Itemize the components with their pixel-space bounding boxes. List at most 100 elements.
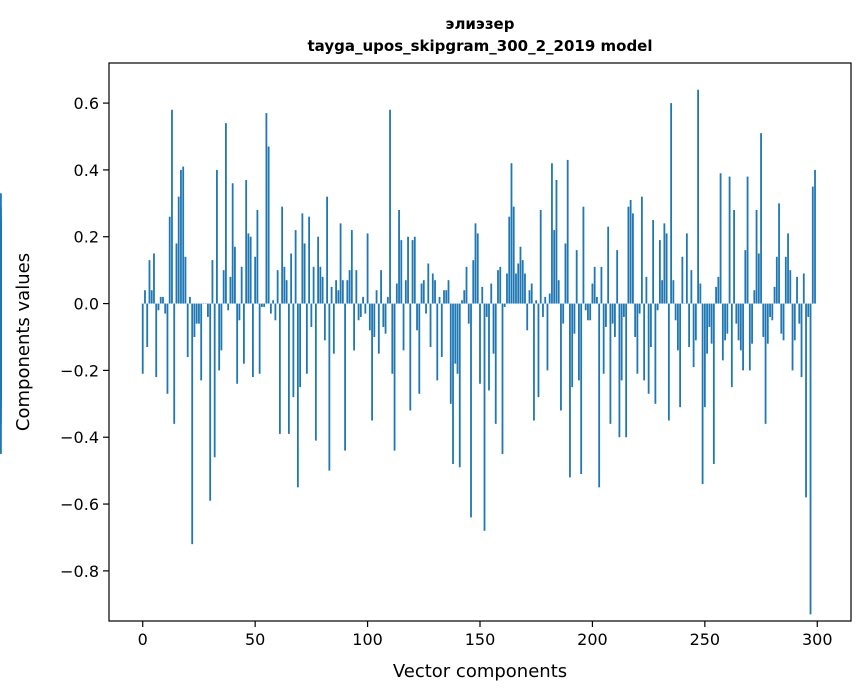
bar <box>587 304 589 321</box>
bar <box>807 304 809 317</box>
bar <box>466 267 468 304</box>
bar <box>232 183 234 303</box>
bar <box>290 253 292 303</box>
bar <box>149 260 151 303</box>
bar <box>533 304 535 421</box>
bar <box>396 284 398 304</box>
bar <box>697 90 699 304</box>
bar <box>506 274 508 304</box>
bar <box>376 290 378 303</box>
bar <box>722 304 724 361</box>
bar <box>470 304 472 518</box>
bar <box>164 304 166 314</box>
bar <box>310 304 312 327</box>
bar <box>616 250 618 303</box>
bar <box>484 304 486 531</box>
bar <box>493 304 495 354</box>
bar <box>227 304 229 311</box>
bar <box>389 110 391 304</box>
bar <box>225 123 227 303</box>
bar <box>367 233 369 303</box>
bar <box>434 280 436 303</box>
bar <box>663 223 665 303</box>
bar <box>690 270 692 303</box>
bar <box>751 304 753 344</box>
bar <box>771 304 773 321</box>
bar <box>423 280 425 303</box>
bar <box>758 253 760 303</box>
bar <box>394 304 396 451</box>
figure-background <box>0 0 867 696</box>
bar <box>513 207 515 304</box>
bar <box>452 304 454 464</box>
bar <box>659 240 661 303</box>
bar <box>652 220 654 304</box>
bar <box>272 300 274 303</box>
x-tick-label: 50 <box>245 630 265 649</box>
bar <box>628 207 630 304</box>
bar <box>686 233 688 303</box>
bar <box>632 213 634 303</box>
bar <box>508 217 510 304</box>
bar <box>414 237 416 304</box>
bar <box>162 297 164 304</box>
bar <box>308 217 310 304</box>
y-tick-label: 0.4 <box>74 161 99 180</box>
bar <box>304 243 306 303</box>
bar <box>252 304 254 378</box>
bar <box>218 304 220 371</box>
bar <box>328 304 330 471</box>
bar <box>580 304 582 474</box>
bar <box>295 230 297 304</box>
bar <box>672 280 674 303</box>
bar <box>450 304 452 404</box>
bar <box>409 304 411 411</box>
bar <box>612 304 614 324</box>
bar <box>322 277 324 304</box>
x-tick-label: 250 <box>690 630 721 649</box>
bar <box>430 304 432 347</box>
bar <box>425 304 427 314</box>
x-axis-label: Vector components <box>393 661 567 682</box>
bar <box>167 304 169 394</box>
bar <box>281 207 283 304</box>
bar <box>592 284 594 304</box>
chart-subtitle: tayga_upos_skipgram_300_2_2019 model <box>308 37 653 55</box>
y-tick-label: 0.2 <box>74 228 99 247</box>
bar <box>216 170 218 304</box>
bar <box>187 304 189 357</box>
bar <box>400 240 402 303</box>
bar <box>780 304 782 334</box>
bar <box>619 304 621 438</box>
bar <box>301 213 303 303</box>
bar <box>681 257 683 304</box>
bar <box>605 304 607 327</box>
bar <box>774 287 776 304</box>
bar <box>173 304 175 424</box>
bar <box>704 304 706 408</box>
bar <box>421 284 423 304</box>
bar <box>526 304 528 331</box>
bar <box>191 304 193 545</box>
bar <box>286 280 288 303</box>
bar <box>398 210 400 304</box>
bar <box>0 304 2 408</box>
bar <box>803 274 805 304</box>
bar <box>657 304 659 311</box>
bar <box>601 267 603 304</box>
bar <box>708 304 710 327</box>
bar <box>661 280 663 303</box>
bar <box>794 304 796 341</box>
bar <box>153 253 155 303</box>
bar <box>436 304 438 381</box>
bar <box>270 304 272 314</box>
y-tick-label: 0.6 <box>74 94 99 113</box>
bar <box>711 304 713 344</box>
bar <box>277 270 279 303</box>
bar <box>200 304 202 381</box>
bar <box>340 223 342 303</box>
bar <box>441 304 443 357</box>
bar <box>717 277 719 304</box>
bar <box>715 287 717 304</box>
bar <box>236 304 238 384</box>
